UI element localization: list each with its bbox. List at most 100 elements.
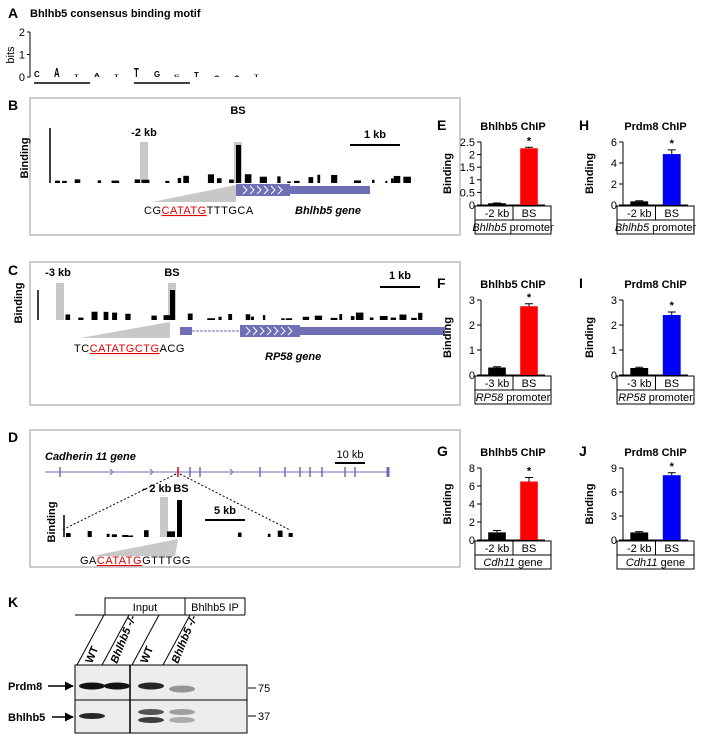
signal: [294, 180, 300, 183]
y-tick-label: 0: [469, 535, 475, 547]
signal: [403, 176, 411, 183]
signal: [163, 315, 171, 320]
signal: [111, 180, 120, 183]
error-bar: [525, 476, 533, 482]
axis-label: bits: [5, 46, 17, 64]
signal: [103, 311, 109, 320]
signal: [314, 315, 323, 320]
x-tick-label: BS: [664, 543, 679, 555]
chart-title: Prdm8 ChIP: [624, 279, 686, 291]
marker-label: 37: [258, 711, 270, 723]
signal: [259, 176, 267, 183]
y-tick-label: 0: [611, 370, 617, 382]
logo-letter: T: [134, 66, 139, 80]
scale-label: 1 kb: [364, 129, 386, 141]
site-label: BS: [173, 483, 188, 495]
sequence: CGCATATGTTTGCA: [144, 205, 254, 217]
gene-exon: [236, 184, 290, 196]
region-highlight: [56, 283, 64, 320]
y-tick-label: 4: [611, 158, 617, 170]
signal: [229, 179, 234, 183]
annotation: *: [527, 465, 532, 477]
logo-letter: G: [154, 70, 160, 79]
y-tick-label: 6: [469, 481, 475, 493]
group-label: Input: [133, 602, 157, 614]
x-tick-label: BS: [522, 378, 537, 390]
strand-arrow: [287, 326, 293, 336]
label-box: [616, 219, 695, 235]
error-bar: [493, 530, 501, 533]
y-tick-label: 1: [19, 50, 25, 62]
strand-arrow: [270, 185, 276, 195]
x-tick-label: BS: [522, 543, 537, 555]
signal: [112, 312, 118, 320]
region-name: promoter: [506, 392, 550, 404]
annotation: *: [670, 138, 675, 150]
lane-divider: [131, 614, 160, 666]
strand-arrow: [249, 185, 255, 195]
sequence-part: CATATG: [97, 555, 142, 567]
signal: [262, 315, 266, 320]
signal: [78, 317, 84, 320]
y-tick-label: 6: [611, 487, 617, 499]
signal: [372, 179, 375, 183]
signal: [91, 311, 98, 320]
bar: [520, 148, 538, 205]
signal: [216, 178, 222, 183]
annotation: *: [670, 300, 675, 312]
bar: [520, 481, 538, 540]
signal: [245, 314, 251, 320]
logo-letter: T: [194, 70, 199, 79]
signal: [281, 318, 285, 320]
logo-letter: C: [174, 74, 180, 78]
signal: [62, 180, 67, 183]
strand-arrow: [277, 185, 283, 195]
y-tick-label: 0: [611, 200, 617, 212]
signal: [187, 313, 193, 320]
logo-letter: T: [74, 74, 79, 78]
panel-letter: J: [579, 443, 587, 459]
y-tick-label: 2.5: [460, 137, 475, 149]
signal: [183, 175, 189, 183]
protein-label: Prdm8: [8, 681, 42, 693]
group-label: Bhlhb5 IP: [191, 602, 239, 614]
bar: [662, 315, 681, 375]
strand-arrow: [259, 326, 265, 336]
control-label: -3 kb: [45, 267, 71, 279]
header-frame: [104, 597, 246, 615]
x-tick-label: BS: [522, 208, 537, 220]
x-tick-label: -3 kb: [485, 378, 509, 390]
chart-title: Bhlhb5 ChIP: [480, 279, 545, 291]
panel-letter: G: [437, 443, 448, 459]
chart-title: Bhlhb5 ChIP: [480, 447, 545, 459]
bar: [488, 532, 506, 540]
signal: [237, 532, 242, 537]
signal: [418, 312, 423, 320]
signal: [331, 174, 338, 183]
region-highlight: [140, 142, 148, 183]
logo-letter: A: [234, 76, 240, 78]
y-tick-label: 0.5: [460, 187, 475, 199]
site-label: BS: [230, 105, 245, 117]
label-box: [616, 389, 695, 405]
signal: [144, 530, 149, 537]
gene-exon: [240, 325, 300, 337]
sequence-part: CATATG: [162, 205, 207, 217]
zoom-wedge: [152, 185, 236, 202]
band: [104, 682, 130, 690]
signal: [390, 317, 396, 320]
signal: [411, 317, 417, 320]
chart-title: Bhlhb5 ChIP: [480, 121, 545, 133]
control-label: - 2 kb: [143, 483, 172, 495]
panel-letter: C: [8, 262, 18, 278]
panel-letter: K: [8, 594, 18, 610]
error-bar: [667, 311, 676, 315]
signal: [353, 180, 361, 183]
x-axis-label: Cdh11 gene: [483, 557, 542, 569]
label-box: [474, 554, 552, 570]
lane-label: Bhlhb5 -/-: [109, 613, 139, 665]
error-bar: [635, 531, 644, 533]
signal: [165, 180, 170, 183]
signal: [97, 180, 102, 183]
